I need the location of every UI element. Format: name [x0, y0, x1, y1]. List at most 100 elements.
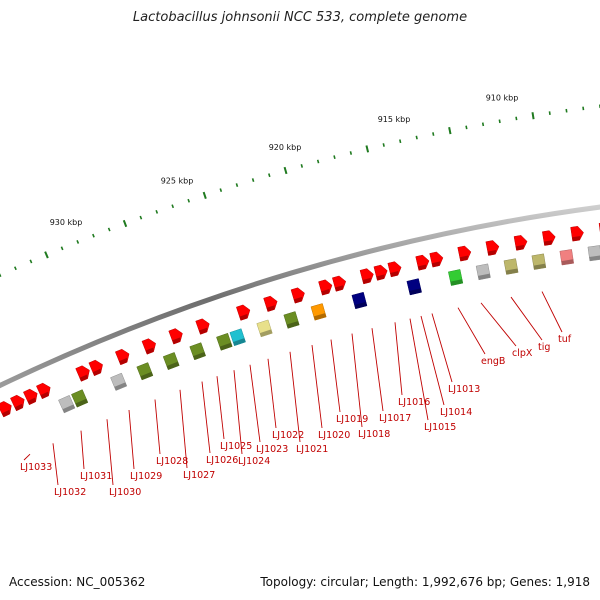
leader-line — [311, 345, 323, 429]
leader-line — [249, 364, 261, 443]
accession-text: Accession: NC_005362 — [9, 575, 146, 589]
gene-red[interactable] — [415, 254, 430, 271]
gene-red[interactable] — [263, 295, 278, 312]
minor-tick — [515, 116, 518, 121]
minor-tick — [235, 183, 239, 187]
gene-olive[interactable] — [136, 362, 154, 381]
gene-orange[interactable] — [310, 303, 327, 321]
major-tick — [122, 219, 128, 228]
gene-gray[interactable] — [587, 245, 600, 262]
gene-red[interactable] — [141, 338, 156, 355]
minor-tick — [251, 178, 255, 182]
gene-red[interactable] — [570, 226, 584, 242]
gene-lightolive[interactable] — [503, 258, 519, 275]
gene-label: LJ1032 — [54, 487, 86, 498]
gene-label: LJ1023 — [256, 444, 288, 455]
gene-red[interactable] — [114, 348, 130, 366]
gene-olive[interactable] — [162, 352, 180, 371]
gene-khaki[interactable] — [256, 319, 273, 338]
gene-label: LJ1022 — [272, 430, 304, 441]
minor-tick — [333, 155, 336, 160]
gene-red[interactable] — [23, 388, 38, 406]
gene-red[interactable] — [359, 268, 374, 285]
gene-label: LJ1013 — [448, 384, 480, 395]
gene-red[interactable] — [290, 287, 305, 304]
leader-line — [216, 376, 225, 440]
genome-backbone — [0, 204, 600, 389]
major-tick — [531, 112, 535, 120]
minor-tick — [155, 209, 159, 214]
gene-label: LJ1018 — [358, 429, 390, 440]
minor-tick — [14, 266, 17, 271]
major-tick — [283, 166, 288, 175]
leader-line — [371, 328, 384, 412]
gene-red[interactable] — [542, 230, 556, 246]
leader-line — [431, 313, 453, 383]
gene-cyan[interactable] — [229, 328, 246, 347]
scale-label: 910 kbp — [486, 94, 519, 103]
gene-red[interactable] — [318, 279, 333, 296]
gene-pink[interactable] — [559, 249, 574, 266]
gene-olive[interactable] — [216, 332, 233, 351]
gene-red[interactable] — [429, 251, 444, 268]
gene-red[interactable] — [485, 240, 500, 256]
leader-line — [541, 291, 563, 333]
gene-lightolive[interactable] — [531, 253, 547, 270]
gene-olive[interactable] — [283, 311, 300, 329]
minor-tick — [60, 246, 64, 251]
gene-red[interactable] — [88, 359, 103, 377]
map-title: Lactobacillus johnsonii NCC 533, complet… — [132, 10, 468, 25]
major-tick — [202, 191, 207, 200]
leader-line — [201, 381, 211, 454]
leader-line — [267, 358, 277, 429]
minor-tick — [548, 111, 551, 116]
gene-label: LJ1021 — [296, 444, 328, 455]
leader-line — [457, 307, 486, 355]
gene-label: tig — [538, 342, 550, 353]
minor-tick — [498, 119, 501, 124]
leader-line — [420, 315, 445, 406]
minor-tick — [399, 139, 402, 144]
gene-red[interactable] — [195, 318, 210, 335]
gene-label: LJ1031 — [80, 471, 112, 482]
minor-tick — [349, 151, 353, 155]
scale-labels: 910 kbp 915 kbp 920 kbp 925 kbp 930 kbp — [50, 94, 519, 227]
minor-tick — [268, 173, 271, 178]
gene-navy[interactable] — [351, 291, 368, 310]
gene-gray[interactable] — [58, 394, 76, 414]
gene-label: LJ1025 — [220, 441, 252, 452]
gene-navy[interactable] — [406, 278, 422, 296]
gene-red[interactable] — [332, 275, 347, 292]
gene-red[interactable] — [0, 401, 12, 418]
gene-olive[interactable] — [189, 342, 206, 361]
gene-red[interactable] — [36, 382, 51, 400]
gene-red[interactable] — [387, 261, 402, 278]
minor-tick — [481, 122, 485, 127]
gene-label: LJ1026 — [206, 455, 238, 466]
gene-red[interactable] — [236, 304, 251, 321]
gene-label: LJ1030 — [109, 487, 141, 498]
gene-red[interactable] — [457, 245, 472, 262]
minor-tick — [29, 259, 33, 264]
gene-label: engB — [481, 356, 505, 367]
gene-label: clpX — [512, 348, 533, 359]
minor-tick — [92, 233, 95, 238]
minor-tick — [187, 198, 191, 203]
gene-gray[interactable] — [475, 263, 491, 281]
gene-red[interactable] — [10, 394, 25, 412]
gene-red[interactable] — [373, 264, 388, 281]
major-tick — [448, 127, 452, 135]
gene-red[interactable] — [513, 235, 528, 251]
scale-ticks — [0, 104, 600, 278]
leader-line — [52, 443, 59, 486]
gene-olive[interactable] — [71, 389, 89, 408]
leader-line — [330, 339, 341, 413]
gene-red[interactable] — [75, 365, 90, 382]
gene-green[interactable] — [448, 269, 464, 286]
leader-line — [106, 419, 114, 486]
gene-red[interactable] — [168, 328, 183, 345]
leader-line — [154, 399, 161, 455]
gene-gray[interactable] — [110, 372, 128, 391]
leader-line — [409, 318, 429, 421]
